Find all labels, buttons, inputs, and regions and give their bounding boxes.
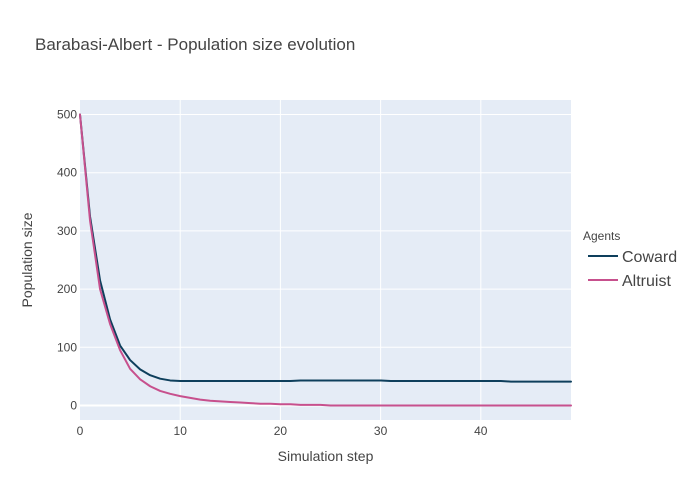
y-tick-labels: 0 100 200 300 400 500 xyxy=(57,108,77,413)
series-line-coward xyxy=(79,113,572,383)
series-lines xyxy=(79,113,572,407)
y-tick-label: 400 xyxy=(57,166,77,180)
y-tick-label: 200 xyxy=(57,282,77,296)
series-line-altruist xyxy=(79,113,572,407)
legend-label-altruist: Altruist xyxy=(622,273,671,290)
legend: Agents Coward Altruist xyxy=(583,229,677,290)
legend-title: Agents xyxy=(583,229,620,243)
y-tick-label: 500 xyxy=(57,108,77,122)
y-tick-label: 300 xyxy=(57,224,77,238)
y-tick-label: 100 xyxy=(57,340,77,354)
x-tick-label: 20 xyxy=(274,424,288,438)
x-tick-label: 40 xyxy=(474,424,488,438)
chart-title: Barabasi-Albert - Population size evolut… xyxy=(35,35,355,54)
x-tick-label: 30 xyxy=(374,424,388,438)
plot-area xyxy=(80,100,571,420)
x-tick-labels: 0 10 20 30 40 xyxy=(77,424,488,438)
x-tick-label: 0 xyxy=(77,424,84,438)
x-axis-title: Simulation step xyxy=(278,448,374,464)
legend-label-coward: Coward xyxy=(622,249,677,266)
x-tick-label: 10 xyxy=(174,424,188,438)
y-tick-label: 0 xyxy=(70,398,77,412)
y-axis-title: Population size xyxy=(19,212,35,307)
